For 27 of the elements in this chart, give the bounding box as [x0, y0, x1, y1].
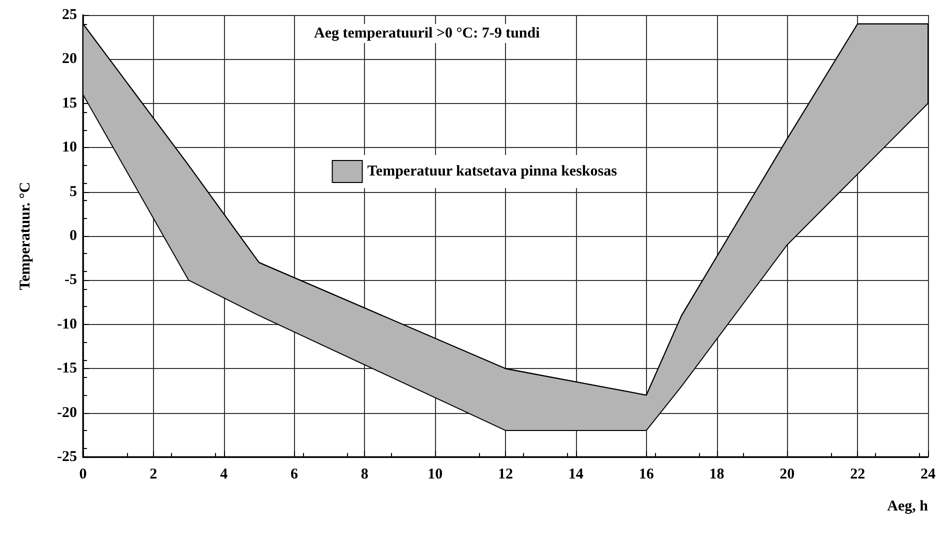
- y-tick-label: 25: [62, 7, 77, 23]
- x-tick-label: 6: [290, 466, 298, 482]
- legend-label: Temperatuur katsetava pinna keskosas: [367, 164, 618, 180]
- y-tick-label: 15: [62, 95, 77, 112]
- y-tick-label: -15: [57, 360, 77, 377]
- y-axis-title: Temperatuur. °C: [18, 182, 34, 290]
- x-tick-label: 24: [920, 466, 936, 482]
- x-tick-label: 2: [150, 466, 158, 482]
- x-tick-label: 10: [428, 466, 443, 482]
- y-tick-label: -5: [64, 272, 77, 288]
- y-tick-label: -20: [57, 404, 77, 421]
- y-tick-label: 20: [62, 51, 77, 68]
- y-tick-label: 5: [70, 184, 77, 200]
- x-tick-label: 18: [709, 466, 724, 482]
- y-tick-label: -10: [57, 316, 77, 332]
- y-tick-label: 0: [70, 228, 77, 244]
- x-tick-label: 16: [638, 466, 654, 482]
- x-tick-label: 12: [498, 466, 513, 482]
- x-tick-label: 22: [850, 466, 866, 482]
- x-tick-label: 8: [360, 466, 368, 482]
- x-axis-title: Aeg, h: [887, 498, 929, 514]
- annotation: Aeg temperatuuril >0 °C: 7-9 tundi: [314, 26, 540, 42]
- y-tick-label: 10: [62, 140, 77, 156]
- y-tick-label: -25: [57, 449, 77, 465]
- x-tick-label: 4: [220, 466, 228, 482]
- x-tick-label: 20: [780, 466, 795, 482]
- x-tick-label: 14: [568, 466, 584, 482]
